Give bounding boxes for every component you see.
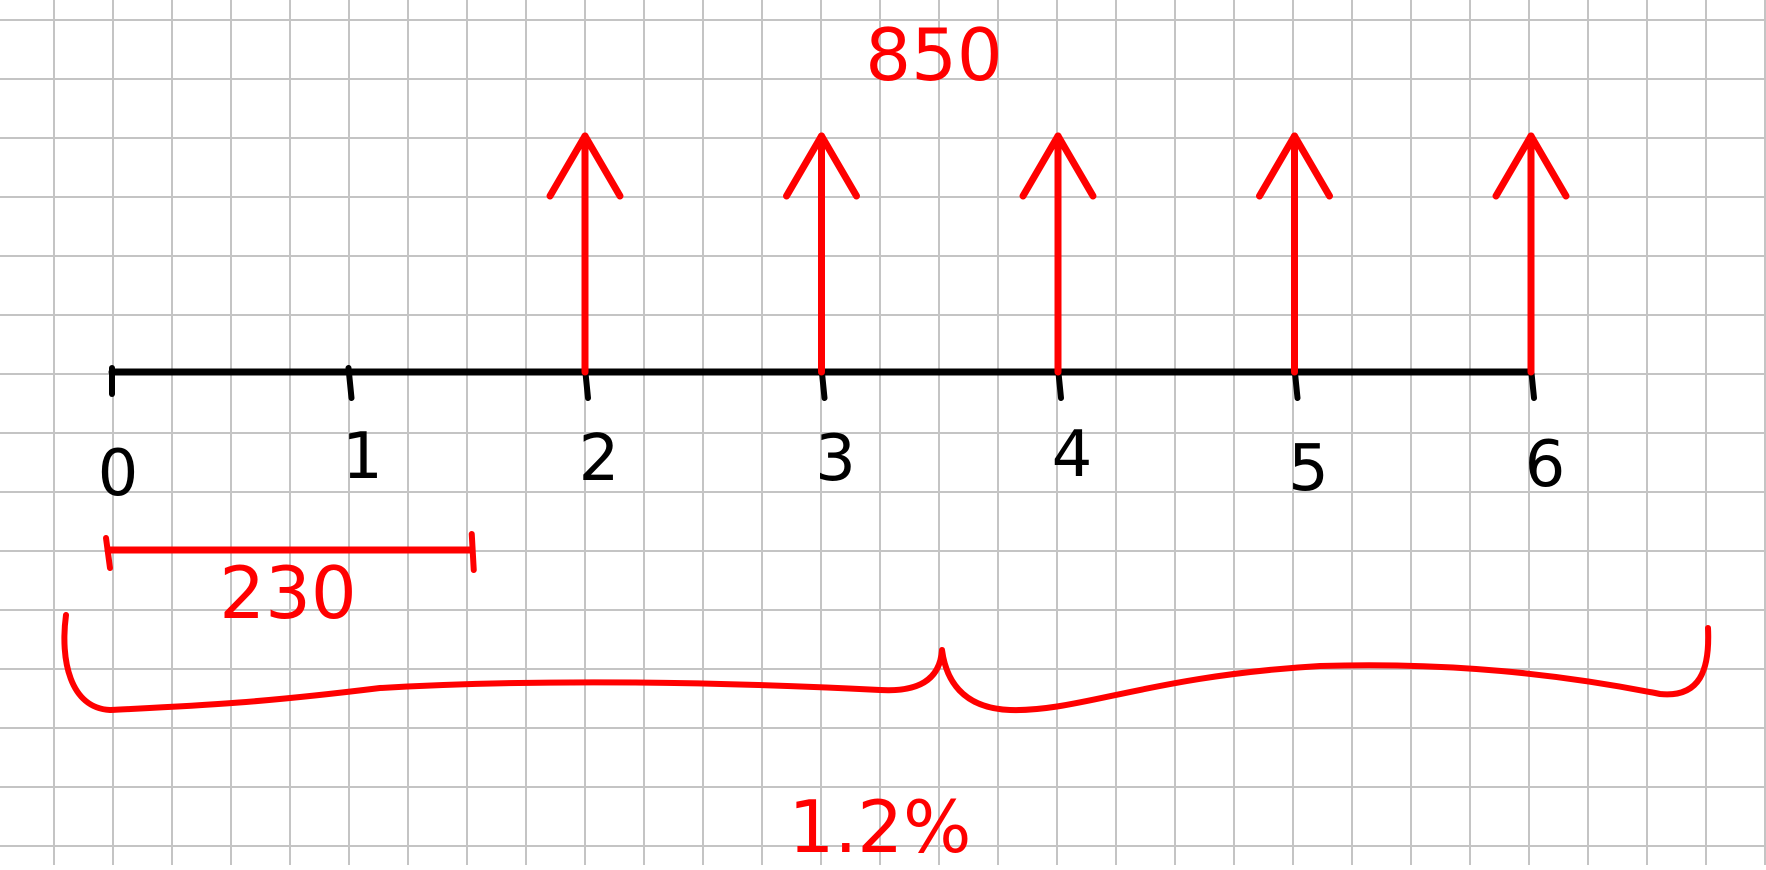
period-span-brace xyxy=(61,612,1712,714)
period-label-0: 0 xyxy=(98,437,139,511)
cash-inflow-arrows xyxy=(546,132,1570,376)
arrow-head xyxy=(1256,132,1333,200)
cash-inflow-arrow-period-6 xyxy=(1492,132,1570,376)
period-label-4: 4 xyxy=(1052,418,1093,492)
arrow-head xyxy=(1019,132,1097,200)
arrow-head xyxy=(783,132,860,200)
period-label-5: 5 xyxy=(1288,432,1329,506)
outflow-bar-right-cap xyxy=(468,531,477,573)
period-label-6: 6 xyxy=(1525,428,1566,502)
outflow-amount-label: 230 xyxy=(219,551,356,635)
period-label-3: 3 xyxy=(815,422,856,496)
arrow-head xyxy=(546,132,624,200)
interest-rate-label: 1.2% xyxy=(789,785,972,865)
inflow-amount-label: 850 xyxy=(865,13,1002,97)
cash-inflow-arrow-period-2 xyxy=(546,132,624,376)
period-label-2: 2 xyxy=(579,422,620,496)
period-tick xyxy=(345,365,355,401)
cash-inflow-arrow-period-5 xyxy=(1256,132,1333,376)
cash-inflow-arrow-period-3 xyxy=(783,132,860,376)
outflow-bar-left-cap xyxy=(103,535,113,571)
outflow-segment xyxy=(103,531,477,573)
period-labels: 0 1 2 3 4 5 6 xyxy=(98,418,1566,511)
arrow-head xyxy=(1492,132,1570,200)
cash-inflow-arrow-period-4 xyxy=(1019,132,1097,376)
period-label-1: 1 xyxy=(342,420,383,494)
